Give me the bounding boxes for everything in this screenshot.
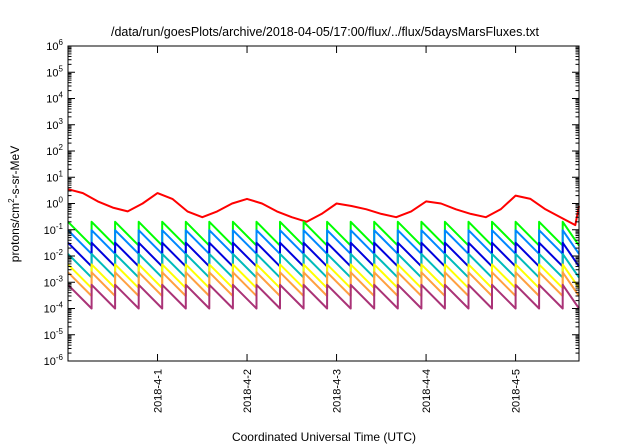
x-tick-label: 2018-4-1 — [153, 369, 165, 413]
y-tick-label: 10-2 — [44, 248, 64, 263]
plot-area — [67, 45, 580, 362]
y-tick-label: 10-6 — [44, 353, 64, 368]
series-line-3 — [67, 241, 580, 268]
y-tick-label: 106 — [46, 38, 63, 53]
x-tick-label: 2018-4-3 — [332, 369, 344, 413]
series-line-1 — [67, 220, 580, 247]
chart-title: /data/run/goesPlots/archive/2018-04-05/1… — [111, 25, 540, 39]
series-line-7 — [67, 283, 580, 310]
y-tick-label: 104 — [46, 91, 63, 106]
y-tick-label: 10-5 — [44, 327, 64, 342]
x-tick-label: 2018-4-4 — [421, 369, 433, 413]
x-tick-label: 2018-4-5 — [511, 369, 523, 413]
y-tick-label: 102 — [46, 143, 63, 158]
y-tick-label: 10-3 — [44, 274, 64, 289]
series-layer — [67, 188, 580, 310]
plot-frame — [67, 45, 580, 362]
y-axis-label: protons/cm2-s-sr-MeV — [7, 146, 22, 262]
y-axis: 10-6 10-5 10-4 10-3 10-2 10-1 100 101 102 103 104 1… — [44, 38, 579, 368]
series-line-5 — [67, 263, 580, 290]
y-tick-label: 10-1 — [44, 222, 64, 237]
y-tick-label: 100 — [46, 196, 63, 211]
x-tick-label: 2018-4-2 — [242, 369, 254, 413]
y-tick-label: 101 — [46, 169, 63, 184]
x-axis-label: Coordinated Universal Time (UTC) — [232, 430, 416, 444]
y-tick-label: 103 — [46, 117, 63, 132]
series-line-0 — [67, 188, 580, 227]
y-tick-label: 10-4 — [44, 301, 64, 316]
y-tick-label: 105 — [46, 64, 63, 79]
x-axis: 2018-4-1 2018-4-2 2018-4-3 2018-4-4 2018-4-5 — [153, 46, 523, 413]
